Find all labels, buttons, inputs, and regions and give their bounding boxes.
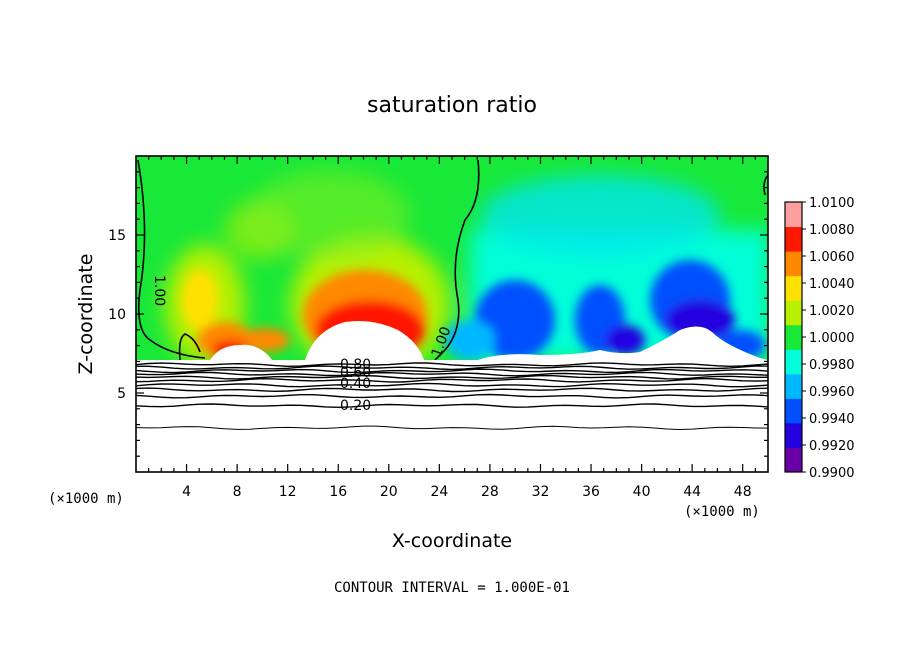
colorbar-label: 0.9980 — [809, 358, 855, 373]
cloud-white-center — [305, 321, 424, 360]
terrain-contour-line — [136, 368, 768, 374]
y-tick-label: 10 — [108, 307, 126, 323]
colorbar-label: 0.9940 — [809, 412, 855, 427]
terrain-contour-line — [136, 387, 768, 393]
terrain-contour-line — [136, 403, 768, 409]
colorbar-swatch — [785, 226, 802, 252]
x-tick-label: 44 — [683, 484, 701, 500]
colorbar-swatch — [785, 300, 802, 326]
x-tick-label: 24 — [430, 484, 448, 500]
x-unit-label: (×1000 m) — [684, 504, 760, 520]
colorbar-label: 1.0080 — [809, 223, 855, 238]
colorbar-swatch — [785, 202, 802, 228]
contour-label-0.20: 0.20 — [340, 398, 371, 414]
saturation-field — [136, 156, 768, 472]
contour-interval-note: CONTOUR INTERVAL = 1.000E-01 — [334, 580, 570, 596]
chart-title: saturation ratio — [367, 93, 537, 118]
cloud-white-right — [478, 326, 768, 360]
colorbar-label: 0.9960 — [809, 385, 855, 400]
y-tick-label: 5 — [117, 386, 126, 402]
field-blob-light-green — [250, 170, 410, 260]
x-tick-label: 48 — [734, 484, 752, 500]
x-tick-label: 32 — [532, 484, 550, 500]
y-unit-label: (×1000 m) — [48, 491, 124, 507]
y-axis-label: Z-coordinate — [75, 254, 97, 375]
terrain-contour-line — [136, 365, 768, 371]
colorbar-swatch — [785, 447, 802, 473]
contour-1.00-left — [137, 159, 206, 359]
terrain-contour-line — [136, 371, 768, 377]
contour-label-0.60: 0.60 — [340, 365, 371, 381]
terrain-contour-line — [136, 374, 768, 380]
x-axis-label: X-coordinate — [392, 530, 512, 552]
colorbar-label: 1.0100 — [809, 196, 855, 211]
field-cyan-upper — [480, 175, 720, 255]
terrain-contour-line — [136, 425, 768, 431]
x-tick-label: 36 — [582, 484, 600, 500]
contour-label-0.80: 0.80 — [340, 357, 371, 373]
field-blue-5 — [605, 325, 645, 355]
x-tick-label: 20 — [380, 484, 398, 500]
cloud-white-left — [210, 344, 272, 360]
contour-label-0.40: 0.40 — [340, 376, 371, 392]
terrain-contour-line — [136, 382, 768, 388]
field-cyan-low — [445, 320, 495, 360]
colorbar-swatch — [785, 398, 802, 424]
colorbar-swatch — [785, 251, 802, 277]
terrain-contour-line — [136, 377, 768, 383]
colorbar-label: 1.0020 — [809, 304, 855, 319]
x-tick-label: 28 — [481, 484, 499, 500]
x-tick-label: 40 — [633, 484, 651, 500]
contour-label-1.00-left: 1.00 — [151, 275, 167, 306]
colorbar-swatch — [785, 275, 802, 301]
terrain-contour-line — [136, 362, 768, 368]
x-ticks: 4 8 12 16 20 24 28 32 36 40 44 48 — [148, 156, 756, 500]
contour-1.00-right — [763, 174, 768, 196]
x-tick-label: 12 — [279, 484, 297, 500]
y-ticks: 5 10 15 — [108, 171, 768, 457]
x-tick-label: 4 — [182, 484, 191, 500]
field-orange-left — [182, 270, 218, 330]
colorbar-label: 1.0040 — [809, 277, 855, 292]
colorbar-label: 1.0000 — [809, 331, 855, 346]
x-tick-label: 16 — [329, 484, 347, 500]
terrain-contours — [136, 362, 768, 431]
terrain-contour-line — [136, 393, 768, 399]
colorbar-label: 1.0060 — [809, 250, 855, 265]
contour-1.00-left-small — [178, 333, 201, 361]
colorbar-label: 0.9900 — [809, 466, 855, 481]
colorbar-swatch — [785, 422, 802, 448]
colorbar-swatch — [785, 324, 802, 350]
colorbar: 0.9900 0.9920 0.9940 0.9960 0.9980 1.0000 1.00… — [784, 196, 855, 481]
contour-1.00-center — [434, 159, 480, 361]
colorbar-swatch — [785, 349, 802, 375]
y-tick-label: 15 — [108, 228, 126, 244]
x-tick-label: 8 — [233, 484, 242, 500]
colorbar-label: 0.9920 — [809, 439, 855, 454]
colorbar-swatch — [785, 373, 802, 399]
